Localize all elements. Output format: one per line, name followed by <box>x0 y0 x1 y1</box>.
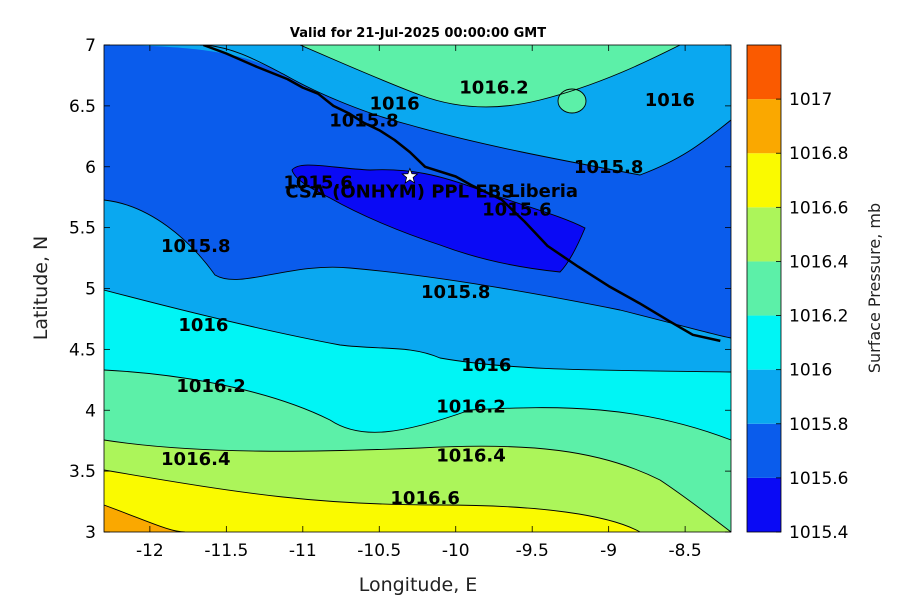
contour-line-1016-2-cell <box>557 88 587 114</box>
contour-line-1016-0 <box>104 369 731 441</box>
colorbar-tick-label: 1015.4 <box>789 523 848 543</box>
contour-line-layer <box>104 45 731 532</box>
contour-label: 1016.2 <box>176 376 245 397</box>
colorbar-band <box>747 45 781 100</box>
x-tick-label: -11 <box>289 541 317 561</box>
band-1015-4 <box>292 165 585 272</box>
contour-line-1015-4 <box>291 164 586 273</box>
x-tick-label: -12 <box>136 541 164 561</box>
y-tick-label: 4.5 <box>69 340 96 360</box>
colorbar-tick-label: 1016.8 <box>789 144 848 164</box>
chart-title: Valid for 21-Jul-2025 00:00:00 GMT <box>290 26 546 41</box>
contour-line-1016-2-north <box>299 45 681 108</box>
contour-label: 1016 <box>178 315 228 336</box>
y-axis-label: Latitude, N <box>30 236 52 341</box>
x-tick-label: -10 <box>442 541 470 561</box>
contour-label: 1015.8 <box>421 282 490 303</box>
y-tick-label: 6.5 <box>69 97 96 117</box>
y-tick-label: 5 <box>85 280 96 300</box>
contour-label: 1015.8 <box>329 110 398 131</box>
colorbar-band <box>747 261 781 316</box>
colorbar-tick-label: 1015.8 <box>789 415 848 435</box>
colorbar-tick-label: 1015.6 <box>789 469 848 489</box>
y-tick-label: 4 <box>85 401 96 421</box>
contour-label: 1015.6 <box>482 199 551 220</box>
colorbar-label: Surface Pressure, mb <box>865 203 884 373</box>
band-1016-4-cell <box>558 89 586 113</box>
x-axis-label: Longitude, E <box>359 574 478 596</box>
contour-label: 1016.2 <box>459 78 528 99</box>
colorbar-frame <box>746 44 782 533</box>
contour-line-1016-4 <box>104 469 641 532</box>
contour-label: 1016.6 <box>390 488 459 509</box>
x-tick-label: -9.5 <box>516 541 549 561</box>
y-axis: 3 3.5 4 4.5 5 5.5 6 6.5 7 <box>69 36 731 543</box>
contour-label: 1015.8 <box>161 236 230 257</box>
site-marker-group: CSA (ONHYM) PPL EBS Liberia <box>285 167 578 202</box>
x-tick-label: -10.5 <box>357 541 401 561</box>
x-tick-label: -8.5 <box>669 541 702 561</box>
x-tick-label: -11.5 <box>204 541 248 561</box>
colorbar-tick-label: 1016.2 <box>789 307 848 327</box>
contour-label: 1015.8 <box>574 157 643 178</box>
site-star-icon <box>401 167 419 184</box>
coastline <box>202 45 721 343</box>
contour-label: 1016 <box>461 355 511 376</box>
y-tick-label: 3.5 <box>69 462 96 482</box>
colorbar-tick-label: 1016.4 <box>789 252 848 272</box>
colorbar-band <box>747 99 781 154</box>
band-1016-4-north <box>300 45 680 107</box>
colorbar-tick-label: 1016.6 <box>789 198 848 218</box>
colorbar-band <box>747 369 781 424</box>
y-tick-label: 6 <box>85 158 96 178</box>
colorbar-band <box>747 153 781 208</box>
colorbar: 1015.4 1015.6 1015.8 1016 1016.2 1016.4 1016.6… <box>746 44 848 543</box>
contour-label: 1016 <box>645 90 695 111</box>
x-axis: -12 -11.5 -11 -10.5 -10 -9.5 -9 -8.5 <box>136 45 702 561</box>
colorbar-band <box>747 423 781 478</box>
contour-line-1015-8 <box>104 289 731 373</box>
contour-label: 1016.4 <box>436 445 505 466</box>
contour-label: 1015.6 <box>283 173 352 194</box>
contour-line-1015-6-south <box>104 199 731 339</box>
colorbar-band <box>747 315 781 370</box>
colorbar-band <box>747 207 781 262</box>
contour-label: 1016.2 <box>436 397 505 418</box>
contour-line-1015-6-north <box>199 45 731 176</box>
contour-line-1016-2 <box>104 439 731 532</box>
region-label: Liberia <box>508 181 578 202</box>
y-tick-label: 7 <box>85 36 96 56</box>
y-tick-label: 5.5 <box>69 219 96 239</box>
site-label: CSA (ONHYM) PPL EBS <box>285 181 514 202</box>
colorbar-tick-label: 1017 <box>789 90 832 110</box>
y-tick-label: 3 <box>85 523 96 543</box>
colorbar-tick-label: 1016 <box>789 361 832 381</box>
colorbar-band <box>747 477 781 532</box>
contour-label: 1016.4 <box>161 449 230 470</box>
x-tick-label: -9 <box>600 541 617 561</box>
contour-label: 1016 <box>370 93 420 114</box>
contour-label-layer: 1016.2101610161015.81015.81015.61015.610… <box>161 78 695 509</box>
